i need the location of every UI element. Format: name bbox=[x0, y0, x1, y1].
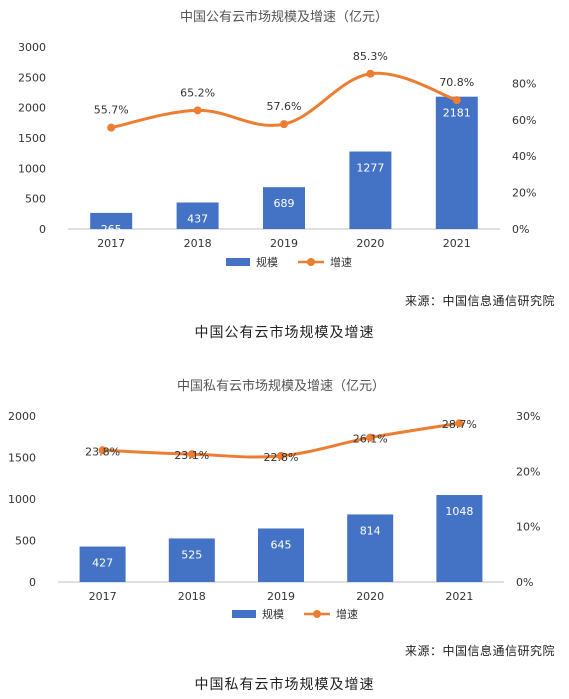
bar-2020 bbox=[349, 151, 392, 229]
legend-label-scale: 规模 bbox=[262, 607, 284, 621]
bar-2019 bbox=[263, 187, 305, 229]
growth-value-label: 65.2% bbox=[180, 86, 215, 99]
y2-tick-label: 0% bbox=[512, 223, 529, 236]
bar-value-label: 689 bbox=[274, 197, 295, 210]
bar-2017 bbox=[79, 546, 126, 582]
y-tick-label: 1500 bbox=[18, 132, 46, 145]
public-cloud-chart: 中国公有云市场规模及增速（亿元） 0 500 1000 1500 2000 2500 3000… bbox=[18, 9, 536, 269]
x-tick-label: 2019 bbox=[267, 590, 295, 603]
x-tick-label: 2021 bbox=[445, 590, 473, 603]
source-note-private: 来源：中国信息通信研究院 bbox=[404, 644, 555, 658]
x-tick-label: 2018 bbox=[184, 237, 212, 250]
growth-value-label: 26.1% bbox=[353, 433, 388, 446]
bar-value-label: 814 bbox=[360, 524, 381, 537]
growth-value-label: 55.7% bbox=[94, 104, 129, 117]
growth-value-label: 70.8% bbox=[439, 76, 474, 89]
y2-tick-label: 20% bbox=[516, 465, 540, 478]
legend-label-growth: 增速 bbox=[336, 607, 358, 621]
growth-point-2020 bbox=[366, 69, 375, 78]
growth-point-2019 bbox=[277, 451, 285, 460]
legend: 规模 增速 bbox=[226, 255, 352, 269]
caption-public: 中国公有云市场规模及增速 bbox=[194, 325, 375, 341]
growth-point-2021 bbox=[455, 419, 464, 428]
bar-value-label: 265 bbox=[101, 223, 122, 236]
growth-value-label: 23.8% bbox=[85, 445, 120, 458]
growth-point-2021 bbox=[452, 96, 461, 105]
x-tick-label: 2017 bbox=[97, 237, 125, 250]
y2-tick-label: 80% bbox=[512, 77, 536, 90]
growth-value-label: 57.6% bbox=[267, 100, 302, 113]
y2-tick-label: 10% bbox=[516, 521, 540, 534]
legend: 规模 增速 bbox=[232, 607, 358, 621]
private-cloud-chart: 中国私有云市场规模及增速（亿元） 0 500 1000 1500 2000 0% 10% 20%… bbox=[8, 378, 540, 621]
y-tick-label: 1000 bbox=[8, 493, 36, 506]
bar-value-label: 2181 bbox=[443, 107, 471, 120]
x-tick-label: 2018 bbox=[178, 590, 206, 603]
legend-line-marker bbox=[307, 258, 315, 266]
y2-tick-label: 60% bbox=[512, 114, 536, 127]
y-tick-label: 3000 bbox=[18, 41, 46, 54]
growth-point-2017 bbox=[107, 123, 116, 132]
growth-value-label: 22.8% bbox=[264, 451, 299, 464]
bar-value-label: 1277 bbox=[356, 162, 384, 175]
bar-2021 bbox=[436, 495, 483, 582]
x-tick-label: 2017 bbox=[89, 590, 117, 603]
y-tick-label: 500 bbox=[15, 535, 36, 548]
bar-value-label: 437 bbox=[187, 212, 208, 225]
growth-point-2017 bbox=[98, 446, 107, 455]
bar-value-label: 645 bbox=[271, 538, 292, 551]
bar-value-label: 1048 bbox=[445, 505, 473, 518]
x-tick-label: 2020 bbox=[356, 237, 384, 250]
y-tick-label: 1000 bbox=[18, 162, 46, 175]
bar-value-label: 525 bbox=[181, 548, 202, 561]
growth-value-label: 28.7% bbox=[442, 418, 477, 431]
bar-value-label: 427 bbox=[92, 557, 113, 570]
growth-point-2020 bbox=[366, 433, 375, 442]
legend-bar-swatch bbox=[226, 258, 250, 266]
y-tick-label: 2500 bbox=[18, 71, 46, 84]
x-tick-label: 2019 bbox=[270, 237, 298, 250]
y-tick-label: 500 bbox=[25, 193, 46, 206]
x-tick-label: 2020 bbox=[356, 590, 384, 603]
caption-private: 中国私有云市场规模及增速 bbox=[194, 677, 375, 693]
y2-tick-label: 0% bbox=[516, 576, 533, 589]
growth-value-label: 23.1% bbox=[174, 449, 209, 462]
growth-point-2018 bbox=[193, 106, 202, 115]
source-note-public: 来源：中国信息通信研究院 bbox=[404, 294, 555, 308]
legend-label-growth: 增速 bbox=[330, 255, 352, 269]
growth-value-label: 85.3% bbox=[353, 50, 388, 63]
y-tick-label: 1500 bbox=[8, 452, 36, 465]
bar-2020 bbox=[347, 514, 394, 582]
bar-2019 bbox=[258, 528, 304, 582]
y-tick-label: 0 bbox=[39, 223, 46, 236]
legend-bar-swatch bbox=[232, 610, 256, 618]
y2-tick-label: 30% bbox=[516, 410, 540, 423]
legend-label-scale: 规模 bbox=[256, 255, 278, 269]
y2-tick-label: 40% bbox=[512, 150, 536, 163]
chart-title: 中国公有云市场规模及增速（亿元） bbox=[180, 9, 388, 25]
y2-tick-label: 20% bbox=[512, 187, 536, 200]
y-tick-label: 2000 bbox=[8, 410, 36, 423]
x-tick-label: 2021 bbox=[443, 237, 471, 250]
y-tick-label: 2000 bbox=[18, 102, 46, 115]
bar-2017 bbox=[90, 212, 133, 229]
chart-title: 中国私有云市场规模及增速（亿元） bbox=[177, 378, 385, 394]
y-tick-label: 0 bbox=[29, 576, 36, 589]
bar-2021 bbox=[435, 96, 478, 229]
growth-point-2018 bbox=[187, 450, 196, 459]
bar-2018 bbox=[168, 538, 215, 582]
legend-line-marker bbox=[313, 610, 321, 618]
growth-point-2019 bbox=[280, 120, 288, 129]
bar-2018 bbox=[176, 202, 219, 229]
